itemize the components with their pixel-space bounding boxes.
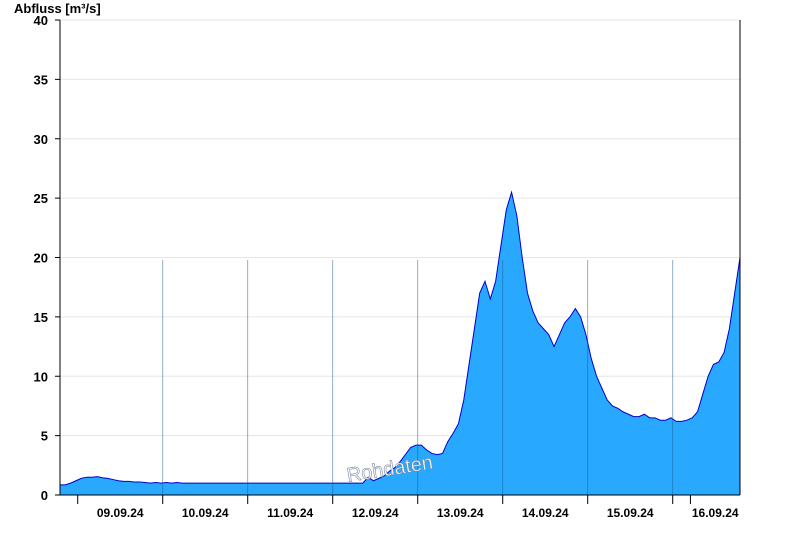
x-tick-label-6: 15.09.24 bbox=[607, 506, 654, 520]
y-tick-label-1: 5 bbox=[41, 429, 48, 444]
x-ticks: 09.09.24 10.09.24 11.09.24 12.09.24 13.09.24… bbox=[77, 495, 739, 520]
y-tick-label-2: 10 bbox=[34, 369, 48, 384]
x-tick-label-2: 11.09.24 bbox=[267, 506, 313, 520]
x-tick-label-0: 09.09.24 bbox=[97, 506, 144, 520]
grid-lines bbox=[60, 19, 740, 437]
area-line bbox=[60, 190, 741, 486]
y-tick-label-0: 0 bbox=[41, 488, 48, 503]
y-tick-label-7: 35 bbox=[34, 72, 48, 87]
discharge-area bbox=[60, 190, 741, 495]
x-tick-label-1: 10.09.24 bbox=[182, 506, 229, 520]
x-tick-label-5: 14.09.24 bbox=[522, 506, 569, 520]
y-axis-label: Abfluss [m³/s] bbox=[14, 1, 101, 16]
y-ticks: 0 5 10 15 20 25 30 35 40 bbox=[34, 13, 60, 503]
x-tick-label-3: 12.09.24 bbox=[352, 506, 399, 520]
area-fill bbox=[60, 192, 740, 495]
day-separators bbox=[162, 260, 674, 495]
y-tick-label-5: 25 bbox=[34, 191, 48, 206]
x-tick-label-7: 16.09.24 bbox=[692, 506, 739, 520]
y-tick-label-4: 20 bbox=[34, 251, 48, 266]
y-tick-label-3: 15 bbox=[34, 310, 48, 325]
y-tick-label-8: 40 bbox=[34, 13, 48, 28]
x-tick-label-4: 13.09.24 bbox=[437, 506, 484, 520]
y-tick-label-6: 30 bbox=[34, 132, 48, 147]
